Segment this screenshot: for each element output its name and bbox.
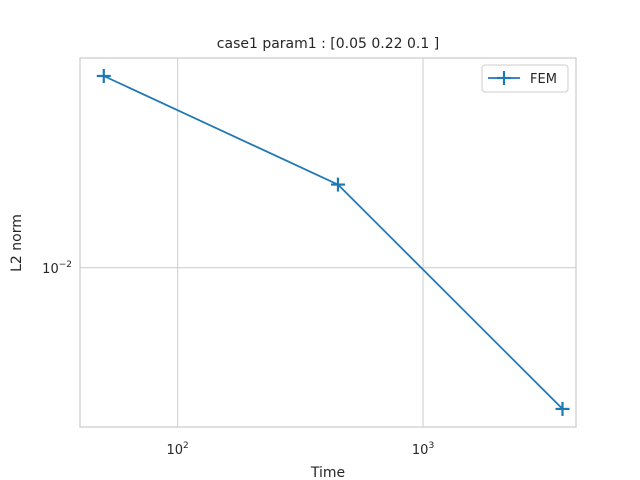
x-axis-label: Time	[310, 465, 345, 480]
legend-marker-plus	[497, 71, 511, 85]
series-layer	[96, 68, 570, 416]
plot-area-frame	[79, 57, 577, 428]
grid	[80, 58, 576, 427]
y-axis-label: L2 norm	[9, 214, 25, 272]
tick-labels: 102 103 10−2	[42, 260, 434, 458]
legend-entry-fem: FEM	[530, 72, 557, 87]
data-point-marker	[96, 68, 111, 83]
chart-title: case1 param1 : [0.05 0.22 0.1 ]	[217, 36, 439, 52]
legend: FEM	[481, 64, 569, 93]
x-tick-label: 103	[412, 441, 434, 458]
y-tick-label: 10−2	[42, 260, 72, 277]
data-point-marker	[330, 177, 345, 192]
data-point-marker	[555, 401, 570, 416]
x-tick-label: 102	[167, 441, 189, 458]
